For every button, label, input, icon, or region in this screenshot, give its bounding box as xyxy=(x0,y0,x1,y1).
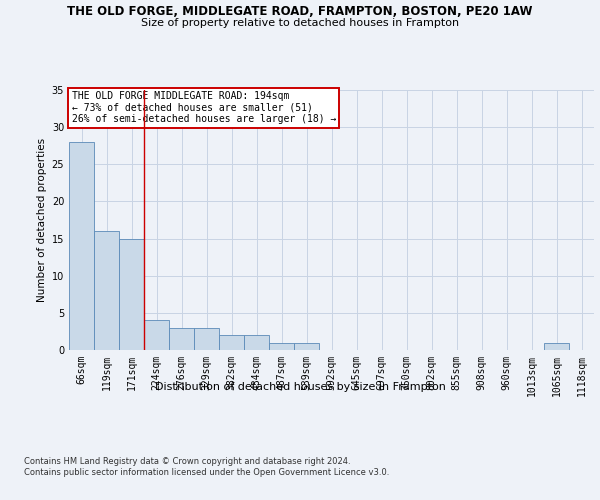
Bar xyxy=(119,238,144,350)
Text: Distribution of detached houses by size in Frampton: Distribution of detached houses by size … xyxy=(155,382,445,392)
Bar xyxy=(69,142,94,350)
Y-axis label: Number of detached properties: Number of detached properties xyxy=(37,138,47,302)
Text: Size of property relative to detached houses in Frampton: Size of property relative to detached ho… xyxy=(141,18,459,28)
Text: THE OLD FORGE MIDDLEGATE ROAD: 194sqm
← 73% of detached houses are smaller (51)
: THE OLD FORGE MIDDLEGATE ROAD: 194sqm ← … xyxy=(71,92,336,124)
Bar xyxy=(269,342,294,350)
Bar xyxy=(294,342,319,350)
Text: Contains HM Land Registry data © Crown copyright and database right 2024.
Contai: Contains HM Land Registry data © Crown c… xyxy=(24,458,389,477)
Bar xyxy=(194,328,219,350)
Bar xyxy=(219,335,244,350)
Text: THE OLD FORGE, MIDDLEGATE ROAD, FRAMPTON, BOSTON, PE20 1AW: THE OLD FORGE, MIDDLEGATE ROAD, FRAMPTON… xyxy=(67,5,533,18)
Bar xyxy=(169,328,194,350)
Bar xyxy=(144,320,169,350)
Bar xyxy=(94,231,119,350)
Bar xyxy=(244,335,269,350)
Bar xyxy=(544,342,569,350)
